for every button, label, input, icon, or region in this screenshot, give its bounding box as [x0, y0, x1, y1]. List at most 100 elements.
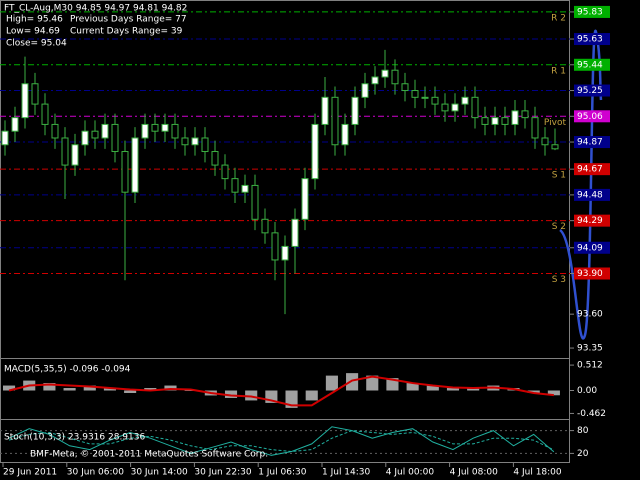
candle-body [341, 123, 349, 146]
price-box [574, 58, 610, 71]
price-box [574, 84, 610, 97]
candle-body [391, 69, 399, 85]
candle-body [401, 83, 409, 92]
macd-bar [43, 383, 56, 391]
candle-body [41, 103, 49, 125]
plot-frame [0, 0, 570, 463]
x-tick-label: 4 Jul 08:00 [450, 468, 499, 478]
candle-body [21, 83, 29, 119]
macd-bar [224, 390, 238, 398]
candle-body [241, 184, 249, 193]
y-tick-label: 94.09 [577, 243, 603, 253]
candle-body [201, 137, 209, 153]
candle-body [471, 96, 479, 119]
y-tick-label: 94.67 [577, 165, 603, 175]
x-tick-label: 30 Jun 06:00 [67, 468, 124, 478]
candle-body [271, 232, 279, 261]
macd-bar [426, 385, 439, 391]
candle-body [521, 110, 529, 119]
x-tick-label: 4 Jul 00:00 [386, 468, 435, 478]
candle-body [111, 123, 119, 153]
macd-bar [386, 378, 399, 391]
macd-bar [446, 388, 460, 391]
macd-title: MACD(5,35,5) -0.096 -0.094 [4, 365, 131, 375]
candle-body [541, 137, 549, 146]
price-box [574, 136, 610, 149]
macd-bar [124, 390, 137, 393]
candle-body [261, 218, 269, 234]
candle-body [411, 90, 419, 98]
macd-bar [184, 390, 197, 392]
y-tick-label: 93.60 [577, 310, 603, 320]
candle-body [151, 123, 159, 132]
y-tick-label: 94.48 [577, 190, 603, 200]
price-box [574, 241, 610, 254]
info-prev-range: Previous Days Range= 77 [70, 15, 187, 25]
candle-body [101, 123, 109, 139]
x-tick-label: 30 Jun 22:30 [194, 468, 251, 478]
candle-body [11, 117, 19, 132]
candle-body [221, 164, 229, 180]
macd-signal [8, 375, 554, 407]
stoch-signal [8, 430, 555, 453]
candle-body [231, 178, 239, 193]
y-tick-label: 0.00 [577, 386, 597, 396]
y-tick-label: 20 [577, 449, 589, 459]
candle-body [191, 137, 199, 146]
candle-body [181, 137, 189, 146]
y-tick-label: 95.63 [577, 35, 603, 45]
level-name: R 2 [551, 13, 566, 23]
candle-body [441, 103, 449, 112]
info-low: Low= 94.69 [6, 27, 60, 37]
candle-body [331, 96, 339, 146]
macd-bar [547, 390, 560, 396]
price-box [574, 33, 610, 46]
info-cur-range: Current Days Range= 39 [70, 27, 183, 37]
candle-body [301, 178, 309, 220]
macd-bar [305, 390, 318, 401]
info-close: Close= 95.04 [6, 39, 67, 49]
y-tick-label: 93.90 [577, 269, 603, 279]
candle-body [421, 96, 429, 99]
candle-body [91, 130, 99, 139]
candle-body [481, 117, 489, 125]
candle-body [321, 96, 329, 125]
candle-body [71, 144, 79, 166]
candle-body [531, 117, 539, 139]
y-tick-label: 95.83 [577, 7, 603, 17]
price-box [574, 163, 610, 176]
x-tick-label: 1 Jul 14:30 [322, 468, 371, 478]
level-name: S 2 [552, 222, 566, 232]
candle-body [131, 137, 139, 193]
candle-body [251, 184, 259, 220]
x-tick-label: 4 Jul 18:00 [513, 468, 562, 478]
candle-body [371, 76, 379, 85]
y-tick-label: 94.29 [577, 216, 603, 226]
candle-body [431, 96, 439, 105]
candle-body [461, 96, 469, 105]
candle-body [1, 130, 9, 146]
candle-body [121, 151, 129, 193]
macd-bar [3, 385, 16, 391]
y-tick-label: 95.44 [577, 60, 603, 70]
macd-bar [144, 388, 157, 391]
price-box [574, 188, 610, 201]
macd-bar [527, 390, 540, 393]
candle-body [511, 110, 519, 125]
candle-body [501, 117, 509, 125]
candle-body [381, 69, 389, 78]
info-high: High= 95.46 [6, 15, 63, 25]
candle-body [351, 96, 359, 125]
price-box [574, 110, 610, 123]
y-tick-label: -0.462 [577, 409, 606, 419]
candle-body [551, 144, 559, 150]
candle-body [311, 123, 319, 180]
macd-bar [325, 375, 338, 391]
y-tick-label: 93.35 [577, 344, 603, 354]
level-name: R 1 [551, 66, 566, 76]
candle-body [491, 117, 499, 125]
x-tick-label: 30 Jun 14:00 [131, 468, 188, 478]
price-box [574, 214, 610, 227]
